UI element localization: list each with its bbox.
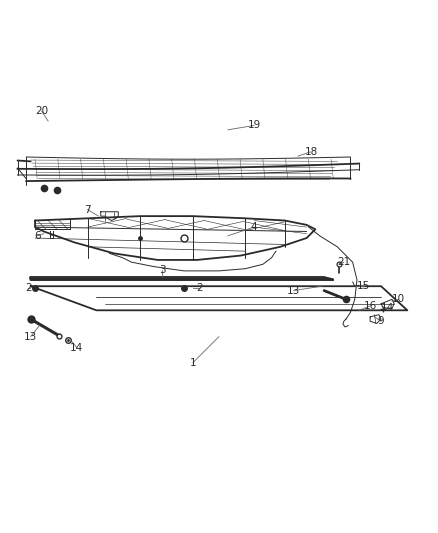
Text: 14: 14 [381, 303, 394, 313]
Text: 2: 2 [25, 282, 32, 293]
Polygon shape [31, 278, 333, 280]
Text: 3: 3 [159, 265, 166, 275]
Text: 4: 4 [251, 222, 258, 232]
Text: 7: 7 [84, 205, 91, 215]
Text: 16: 16 [364, 301, 377, 311]
Text: 19: 19 [247, 120, 261, 131]
Text: 1: 1 [189, 358, 196, 368]
Text: 13: 13 [24, 332, 37, 342]
Text: 21: 21 [337, 257, 350, 267]
Text: 13: 13 [287, 286, 300, 296]
Text: 20: 20 [35, 106, 48, 116]
Text: 9: 9 [378, 316, 385, 326]
Text: 6: 6 [34, 231, 41, 241]
Text: 15: 15 [357, 281, 370, 291]
Text: 18: 18 [304, 147, 318, 157]
Text: 10: 10 [392, 294, 405, 304]
Text: 14: 14 [70, 343, 83, 352]
Text: 2: 2 [196, 282, 203, 293]
